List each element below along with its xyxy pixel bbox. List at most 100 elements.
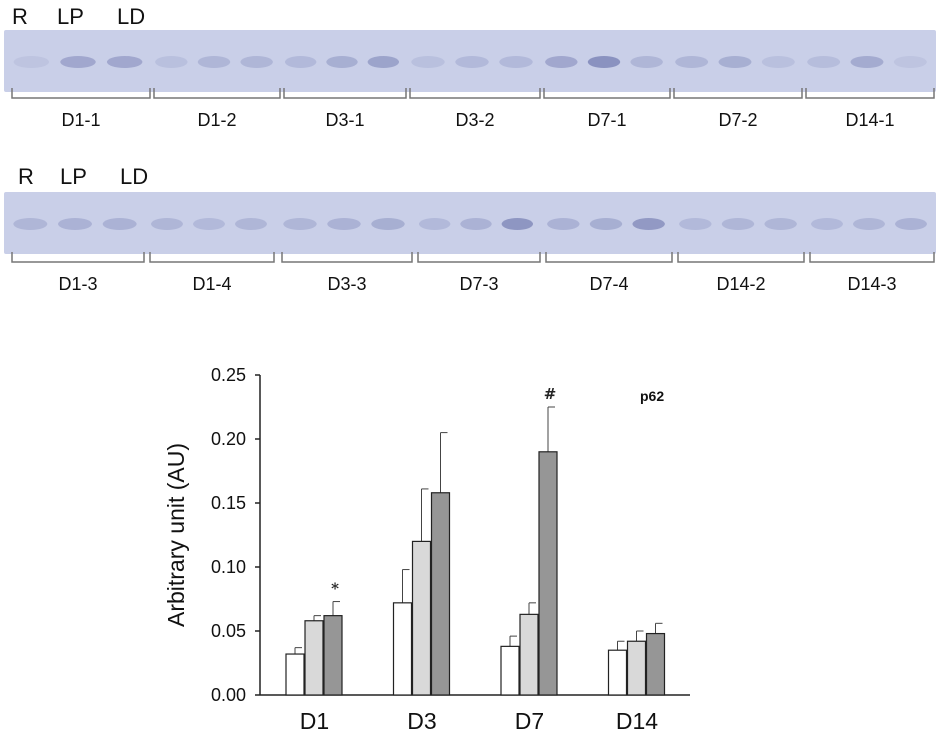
bar xyxy=(500,645,520,696)
blot-band xyxy=(811,218,843,230)
group-label: D14-3 xyxy=(847,274,896,294)
lane-bracket xyxy=(153,88,281,99)
group-label: D1-1 xyxy=(61,110,100,130)
chart-title: p62 xyxy=(640,388,664,404)
blot-band xyxy=(60,56,96,68)
lane-bracket xyxy=(11,88,151,99)
blot-band xyxy=(102,218,137,230)
blot-band xyxy=(283,218,317,230)
blot-band xyxy=(13,218,48,230)
y-tick-label: 0.00 xyxy=(211,685,246,705)
y-tick-label: 0.05 xyxy=(211,621,246,641)
lane-bracket xyxy=(11,252,145,263)
lane-bracket xyxy=(543,88,671,99)
blot-band xyxy=(501,218,534,230)
bar xyxy=(626,640,647,696)
y-tick-label: 0.20 xyxy=(211,429,246,449)
blot-band xyxy=(235,218,267,230)
bar xyxy=(285,653,305,696)
lane-label-r-top: R xyxy=(12,4,28,29)
blot-band xyxy=(807,56,841,68)
blot-band xyxy=(630,56,663,68)
blot-band xyxy=(284,56,317,68)
group-label: D7-3 xyxy=(459,274,498,294)
lane-label-ld-top: LD xyxy=(117,4,146,29)
lane-bracket xyxy=(805,88,935,99)
blot-band xyxy=(632,218,665,230)
western-blot-top xyxy=(4,30,936,92)
y-tick-label: 0.15 xyxy=(211,493,246,513)
blot-band xyxy=(371,218,405,230)
blot-band xyxy=(326,56,358,68)
lane-label-r-bottom: R xyxy=(18,164,34,189)
lane-brackets-bottom: D1-3 D1-4 D3-3 D7-3 D7-4 D14-2 D14-3 xyxy=(11,252,935,294)
blot-band xyxy=(679,218,712,230)
bar xyxy=(430,492,451,696)
blot-band xyxy=(197,56,231,68)
bar xyxy=(519,613,539,696)
bar xyxy=(411,540,432,696)
y-tick-label: 0.25 xyxy=(211,365,246,385)
blot-band xyxy=(155,56,188,68)
blot-band xyxy=(893,56,927,68)
blot-band xyxy=(850,56,884,68)
bar xyxy=(645,632,666,696)
significance-marker: * xyxy=(331,580,339,598)
blot-band xyxy=(721,218,755,230)
group-label: D3-2 xyxy=(455,110,494,130)
blot-band xyxy=(327,218,361,230)
group-label: D1-3 xyxy=(58,274,97,294)
bar-chart: 0.00 0.05 0.10 0.15 0.20 0.25 Arbitrary unit (… xyxy=(163,365,690,734)
x-tick-label: D1 xyxy=(300,708,329,734)
group-label: D3-1 xyxy=(325,110,364,130)
significance-marker: # xyxy=(544,385,557,403)
blot-band xyxy=(13,56,50,68)
blot-band xyxy=(545,56,578,68)
blot-band xyxy=(367,56,400,68)
blot-bands-bottom xyxy=(13,218,927,230)
lane-brackets-top: D1-1 D1-2 D3-1 D3-2 D7-1 D7-2 D14-1 xyxy=(11,88,935,130)
blot-band xyxy=(589,218,623,230)
blot-band xyxy=(106,56,143,68)
blot-band xyxy=(499,56,533,68)
group-label: D7-2 xyxy=(718,110,757,130)
bar xyxy=(323,615,343,696)
bar xyxy=(607,649,628,696)
lane-bracket xyxy=(409,88,541,99)
group-label: D7-1 xyxy=(587,110,626,130)
lane-bracket xyxy=(149,252,275,263)
blot-band xyxy=(761,56,795,68)
blot-band xyxy=(718,56,752,68)
x-tick-label: D7 xyxy=(515,708,544,734)
blot-band xyxy=(764,218,797,230)
lane-bracket xyxy=(283,88,407,99)
lane-label-lp-top: LP xyxy=(57,4,84,29)
bar xyxy=(538,451,558,696)
y-tick-label: 0.10 xyxy=(211,557,246,577)
western-blot-bottom xyxy=(4,192,936,254)
blot-band xyxy=(193,218,225,230)
blot-bands-top xyxy=(13,56,927,68)
blot-band xyxy=(151,218,183,230)
blot-band xyxy=(547,218,580,230)
group-label: D1-2 xyxy=(197,110,236,130)
lane-bracket xyxy=(281,252,413,263)
x-tick-label: D14 xyxy=(616,708,658,734)
blot-band xyxy=(587,56,621,68)
bar xyxy=(392,602,413,696)
bar xyxy=(304,620,324,696)
group-label: D3-3 xyxy=(327,274,366,294)
lane-label-ld-bottom: LD xyxy=(120,164,149,189)
lane-bracket xyxy=(673,88,803,99)
lane-label-lp-bottom: LP xyxy=(60,164,87,189)
blot-band xyxy=(895,218,927,230)
group-label: D7-4 xyxy=(589,274,628,294)
blot-band xyxy=(418,218,451,230)
group-label: D1-4 xyxy=(192,274,231,294)
blot-band xyxy=(460,218,492,230)
x-tick-label: D3 xyxy=(407,708,436,734)
group-label: D14-1 xyxy=(845,110,894,130)
blot-band xyxy=(675,56,709,68)
group-label: D14-2 xyxy=(716,274,765,294)
lane-bracket xyxy=(809,252,935,263)
